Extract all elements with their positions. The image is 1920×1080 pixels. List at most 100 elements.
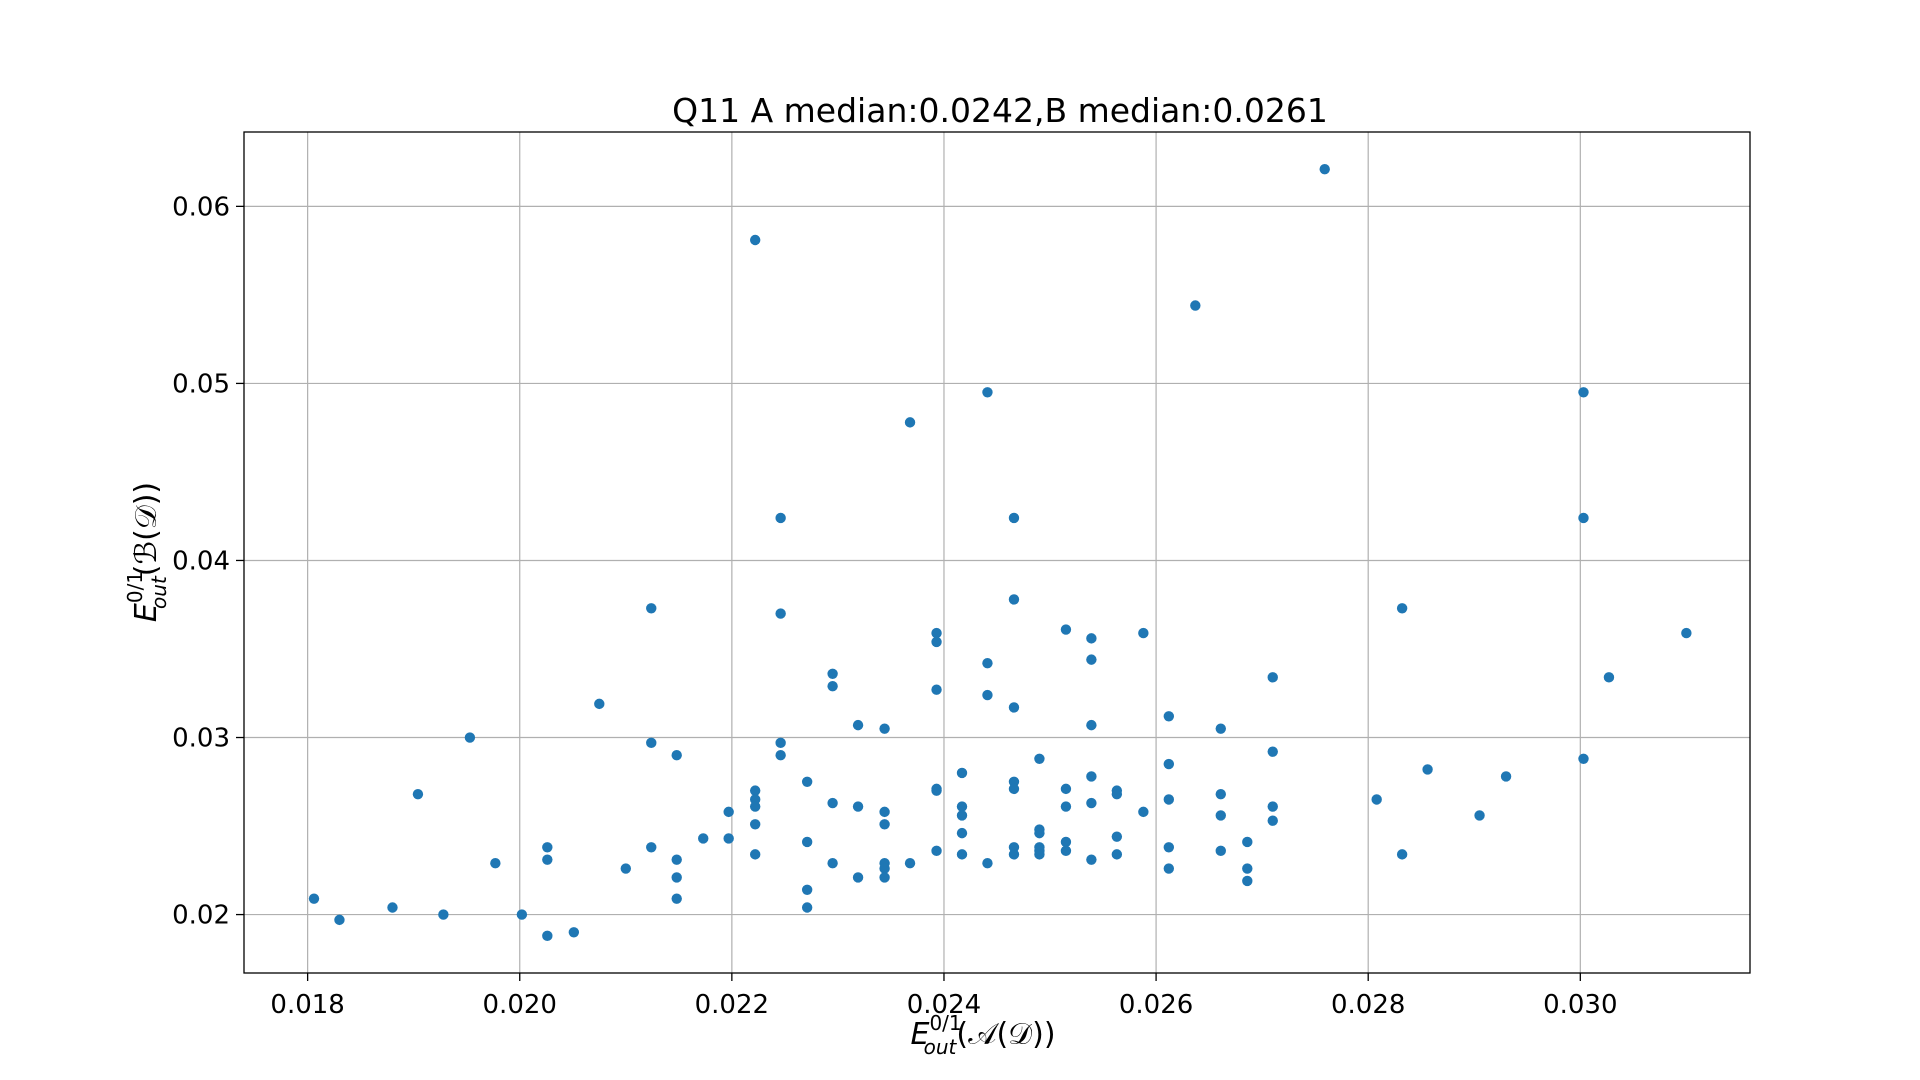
data-point xyxy=(671,893,682,904)
data-point xyxy=(1060,836,1072,848)
data-point xyxy=(646,603,657,614)
data-point xyxy=(1034,849,1045,860)
data-point xyxy=(775,750,786,761)
data-point xyxy=(698,833,709,844)
data-point xyxy=(852,872,864,883)
data-point xyxy=(723,833,734,844)
plot-frame xyxy=(243,131,1751,974)
data-point xyxy=(982,657,993,669)
data-point xyxy=(1242,875,1253,887)
data-point xyxy=(1215,788,1226,800)
data-point xyxy=(827,797,838,809)
x-axis-label: E0/1 out(𝒜(𝒟)) xyxy=(910,1011,1055,1059)
data-point xyxy=(1396,849,1408,860)
data-point xyxy=(1267,746,1278,757)
data-point xyxy=(852,719,864,731)
data-point xyxy=(1008,849,1020,860)
data-point xyxy=(646,842,657,853)
data-point xyxy=(982,689,993,701)
x-axis-label-symbol: E xyxy=(910,1017,929,1052)
data-point xyxy=(749,819,761,830)
data-point xyxy=(1060,845,1072,857)
data-point xyxy=(1086,797,1097,809)
data-point xyxy=(723,806,734,818)
data-point xyxy=(1086,719,1097,731)
data-point xyxy=(956,849,968,860)
data-point xyxy=(801,836,813,848)
data-point xyxy=(671,854,682,865)
axis-ticks: 0.018 0.020 0.022 0.024 0.026 0.028 0.030 0.02 0… xyxy=(172,192,1617,1020)
data-point xyxy=(1267,815,1278,826)
data-point xyxy=(956,801,968,812)
data-point xyxy=(1111,831,1123,842)
data-point xyxy=(982,387,993,398)
data-point xyxy=(1215,810,1226,821)
data-point xyxy=(1396,603,1408,614)
data-point xyxy=(931,627,942,639)
data-point xyxy=(879,819,890,830)
data-point xyxy=(438,909,449,920)
data-point xyxy=(516,909,528,920)
data-point xyxy=(334,914,345,926)
chart-title: Q11 A median:0.0242,B median:0.0261 xyxy=(672,91,1328,130)
data-point xyxy=(827,668,838,679)
y-tick-label: 0.04 xyxy=(172,546,230,576)
data-point xyxy=(956,810,968,821)
data-point xyxy=(1060,624,1072,635)
data-point xyxy=(1603,672,1615,683)
data-point xyxy=(1422,764,1433,775)
data-point xyxy=(1163,863,1175,874)
x-axis-label-subscript: out xyxy=(924,1035,958,1059)
x-tick-label: 0.022 xyxy=(695,990,769,1020)
data-point xyxy=(931,636,942,648)
data-point xyxy=(1371,794,1382,805)
y-axis-label-symbol: E xyxy=(129,603,164,622)
data-point xyxy=(801,902,813,913)
y-tick-label: 0.05 xyxy=(172,369,230,399)
data-point xyxy=(827,680,838,692)
x-tick-label: 0.026 xyxy=(1119,990,1193,1020)
data-point xyxy=(1163,794,1175,805)
data-points xyxy=(308,163,1692,942)
data-point xyxy=(775,737,786,749)
x-tick-label: 0.028 xyxy=(1331,990,1405,1020)
data-point xyxy=(1681,627,1692,639)
data-point xyxy=(1242,836,1253,848)
data-point xyxy=(1500,771,1512,782)
data-point xyxy=(1111,788,1123,800)
data-point xyxy=(1267,801,1278,812)
x-tick-label: 0.018 xyxy=(270,990,344,1020)
y-tick-label: 0.02 xyxy=(172,901,230,931)
data-point xyxy=(671,872,682,883)
y-axis-label-subscript: out xyxy=(147,575,171,609)
y-tick-label: 0.06 xyxy=(172,192,230,222)
data-point xyxy=(1138,627,1149,639)
data-point xyxy=(904,417,916,428)
data-point xyxy=(904,858,916,869)
data-point xyxy=(1215,723,1226,734)
data-point xyxy=(464,732,476,743)
data-point xyxy=(1086,633,1097,644)
data-point xyxy=(1060,783,1072,795)
data-point xyxy=(749,849,761,860)
data-point xyxy=(671,750,682,761)
y-axis-label-argument: (ℬ(𝒟)) xyxy=(129,482,164,576)
data-point xyxy=(1111,849,1123,860)
data-point xyxy=(1319,163,1330,175)
data-point xyxy=(1086,654,1097,665)
data-point xyxy=(1008,783,1020,795)
data-point xyxy=(1008,702,1020,713)
data-point xyxy=(1060,801,1072,812)
data-point xyxy=(801,884,813,895)
data-point xyxy=(1215,845,1226,857)
data-point xyxy=(1163,842,1175,853)
x-tick-label: 0.030 xyxy=(1543,990,1617,1020)
x-tick-label: 0.024 xyxy=(907,990,981,1020)
data-point xyxy=(1086,771,1097,782)
data-point xyxy=(1242,863,1253,874)
data-point xyxy=(1267,672,1278,683)
data-point xyxy=(1034,753,1045,764)
data-point xyxy=(931,684,942,695)
data-point xyxy=(594,698,605,710)
